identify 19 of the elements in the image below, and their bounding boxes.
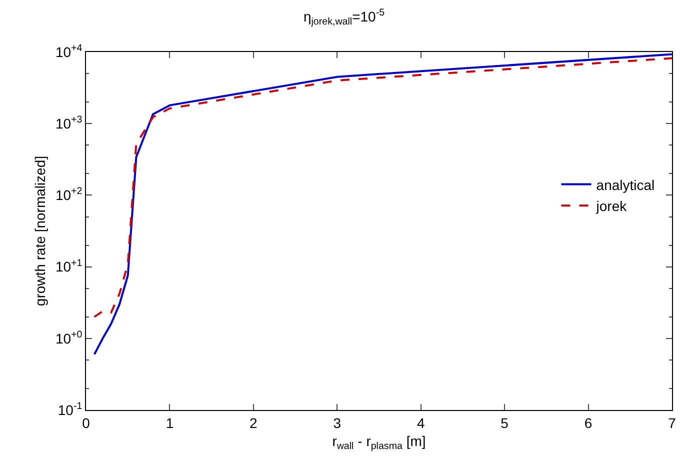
- legend-label: jorek: [595, 198, 628, 214]
- y-tick-label: 10$^{+2}$: [55, 186, 82, 204]
- x-tick-label: 4: [416, 414, 425, 431]
- y-tick-label: 10$^{+3}$: [55, 114, 83, 132]
- y-tick-label: 10$^{+4}$: [55, 43, 83, 60]
- x-axis-title: r$_{wall}$ - r$_{plasma}$ [m]: [332, 433, 426, 452]
- y-tick-label: 10$^{+1}$: [55, 258, 82, 275]
- x-tick-label: 3: [333, 414, 342, 431]
- x-tick-label: 0: [82, 414, 90, 431]
- x-tick-label: 7: [668, 414, 676, 431]
- x-tick-label: 2: [250, 414, 258, 431]
- legend-label: analytical: [596, 176, 655, 193]
- chart-title: η$_{jorek,wall}$=10$^{-5}$: [303, 8, 386, 28]
- y-tick-label: 10$^{-1}$: [58, 401, 82, 418]
- y-axis-title: growth rate [normalized]: [32, 156, 48, 306]
- x-tick-label: 5: [500, 414, 509, 431]
- x-tick-label: 6: [584, 414, 592, 431]
- x-tick-label: 1: [166, 414, 174, 431]
- y-tick-label: 10$^{+0}$: [55, 329, 83, 346]
